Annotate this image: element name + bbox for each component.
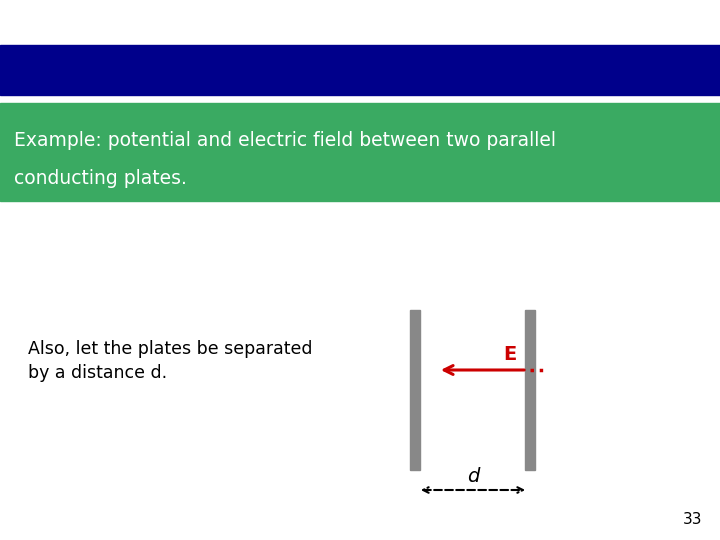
Bar [525, 310, 535, 470]
Bar [410, 310, 420, 470]
Text: E: E [503, 346, 517, 365]
Text: conducting plates.: conducting plates. [14, 168, 187, 187]
Text: Example: potential and electric field between two parallel: Example: potential and electric field be… [14, 132, 556, 151]
Text: d: d [467, 467, 480, 485]
Bar [0, 103, 720, 201]
Bar [0, 45, 720, 95]
Text: 33: 33 [683, 512, 703, 528]
Text: Also, let the plates be separated: Also, let the plates be separated [28, 340, 312, 358]
Text: by a distance d.: by a distance d. [28, 364, 167, 382]
